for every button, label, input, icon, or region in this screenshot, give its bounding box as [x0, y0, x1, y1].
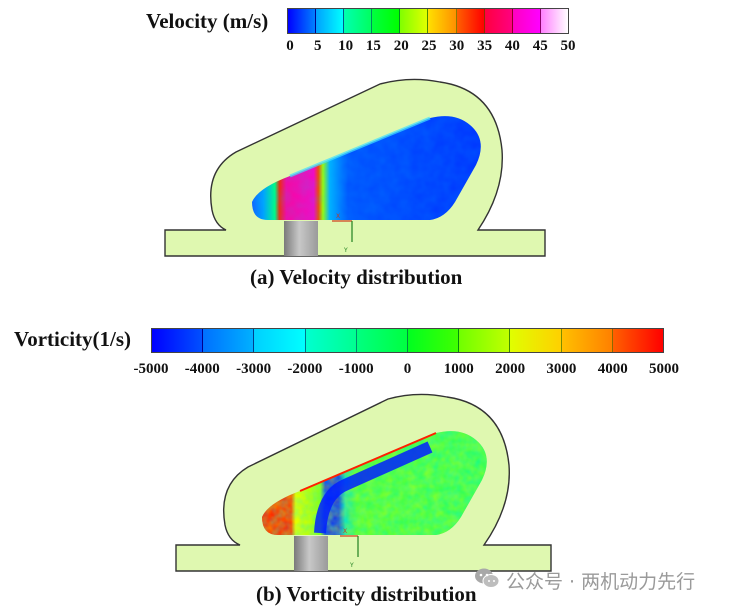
- colorbar-segment: [372, 9, 401, 33]
- axis-triad: X Y: [332, 213, 353, 254]
- colorbar-segment: [540, 9, 568, 33]
- colorbar-segment: [254, 329, 306, 352]
- colorbar-segment: [152, 329, 204, 352]
- colorbar-tick-label: 0: [286, 38, 294, 54]
- colorbar-segment: [408, 329, 460, 352]
- colorbar-segment: [305, 329, 357, 352]
- colorbar-tick-label: 35: [477, 38, 493, 54]
- colorbar-segment: [203, 329, 255, 352]
- colorbar-segment: [484, 9, 513, 33]
- watermark-text: 公众号 · 两机动力先行: [506, 571, 696, 593]
- colorbar-tick-label: 3000: [546, 361, 577, 377]
- colorbar-tick-label: 2000: [495, 361, 526, 377]
- colorbar-tick-label: 40: [504, 38, 520, 54]
- colorbar-tick-label: -3000: [236, 361, 272, 377]
- velocity-colorbar-ticks: 0 5 10 15 20 25 30 35 40 45 50: [0, 38, 740, 58]
- vorticity-colorbar-ticks: -5000 -4000 -3000 -2000 -1000 0 1000 2000 3000 40…: [0, 361, 740, 381]
- colorbar-tick-label: -4000: [184, 361, 220, 377]
- colorbar-segment: [512, 9, 541, 33]
- watermark: 公众号 · 两机动力先行: [474, 567, 695, 594]
- colorbar-segment: [612, 329, 664, 352]
- inlet-pipe: [284, 221, 318, 256]
- axis-triad: X Y: [340, 528, 359, 569]
- colorbar-tick-label: 45: [532, 38, 548, 54]
- colorbar-tick-label: 15: [365, 38, 381, 54]
- colorbar-tick-label: 25: [421, 38, 437, 54]
- wechat-icon: [474, 567, 500, 594]
- colorbar-segment: [356, 329, 409, 352]
- colorbar-tick-label: -2000: [287, 361, 323, 377]
- colorbar-segment: [316, 9, 345, 33]
- colorbar-segment: [288, 9, 317, 33]
- colorbar-segment: [456, 9, 485, 33]
- colorbar-tick-label: 0: [403, 361, 412, 377]
- velocity-caption: (a) Velocity distribution: [250, 265, 463, 289]
- colorbar-tick-label: 50: [560, 38, 576, 54]
- colorbar-tick-label: 4000: [597, 361, 628, 377]
- colorbar-segment: [400, 9, 429, 33]
- colorbar-tick-label: 1000: [443, 361, 474, 377]
- velocity-colorbar: [287, 8, 569, 34]
- colorbar-tick-label: 5000: [649, 361, 679, 377]
- colorbar-tick-label: 20: [393, 38, 409, 54]
- colorbar-segment: [428, 9, 457, 33]
- colorbar-tick-label: 5: [314, 38, 322, 54]
- colorbar-tick-label: -1000: [338, 361, 374, 377]
- vorticity-contour-plot: X Y: [175, 393, 552, 572]
- vorticity-caption: (b) Vorticity distribution: [256, 582, 477, 606]
- svg-text:Y: Y: [343, 247, 348, 254]
- colorbar-segment: [561, 329, 613, 352]
- inlet-pipe: [294, 536, 328, 571]
- colorbar-tick-label: 30: [449, 38, 465, 54]
- vorticity-legend-title: Vorticity(1/s): [14, 327, 132, 351]
- colorbar-segment: [459, 329, 511, 352]
- colorbar-tick-label: 10: [338, 38, 354, 54]
- colorbar-segment: [510, 329, 562, 352]
- svg-text:Y: Y: [349, 562, 354, 569]
- colorbar-tick-label: -5000: [133, 361, 169, 377]
- svg-text:X: X: [343, 528, 347, 535]
- velocity-legend-title: Velocity (m/s): [146, 9, 269, 33]
- vorticity-colorbar: [151, 328, 664, 353]
- colorbar-segment: [344, 9, 373, 33]
- svg-text:X: X: [336, 213, 340, 220]
- velocity-contour-plot: X Y: [164, 78, 546, 257]
